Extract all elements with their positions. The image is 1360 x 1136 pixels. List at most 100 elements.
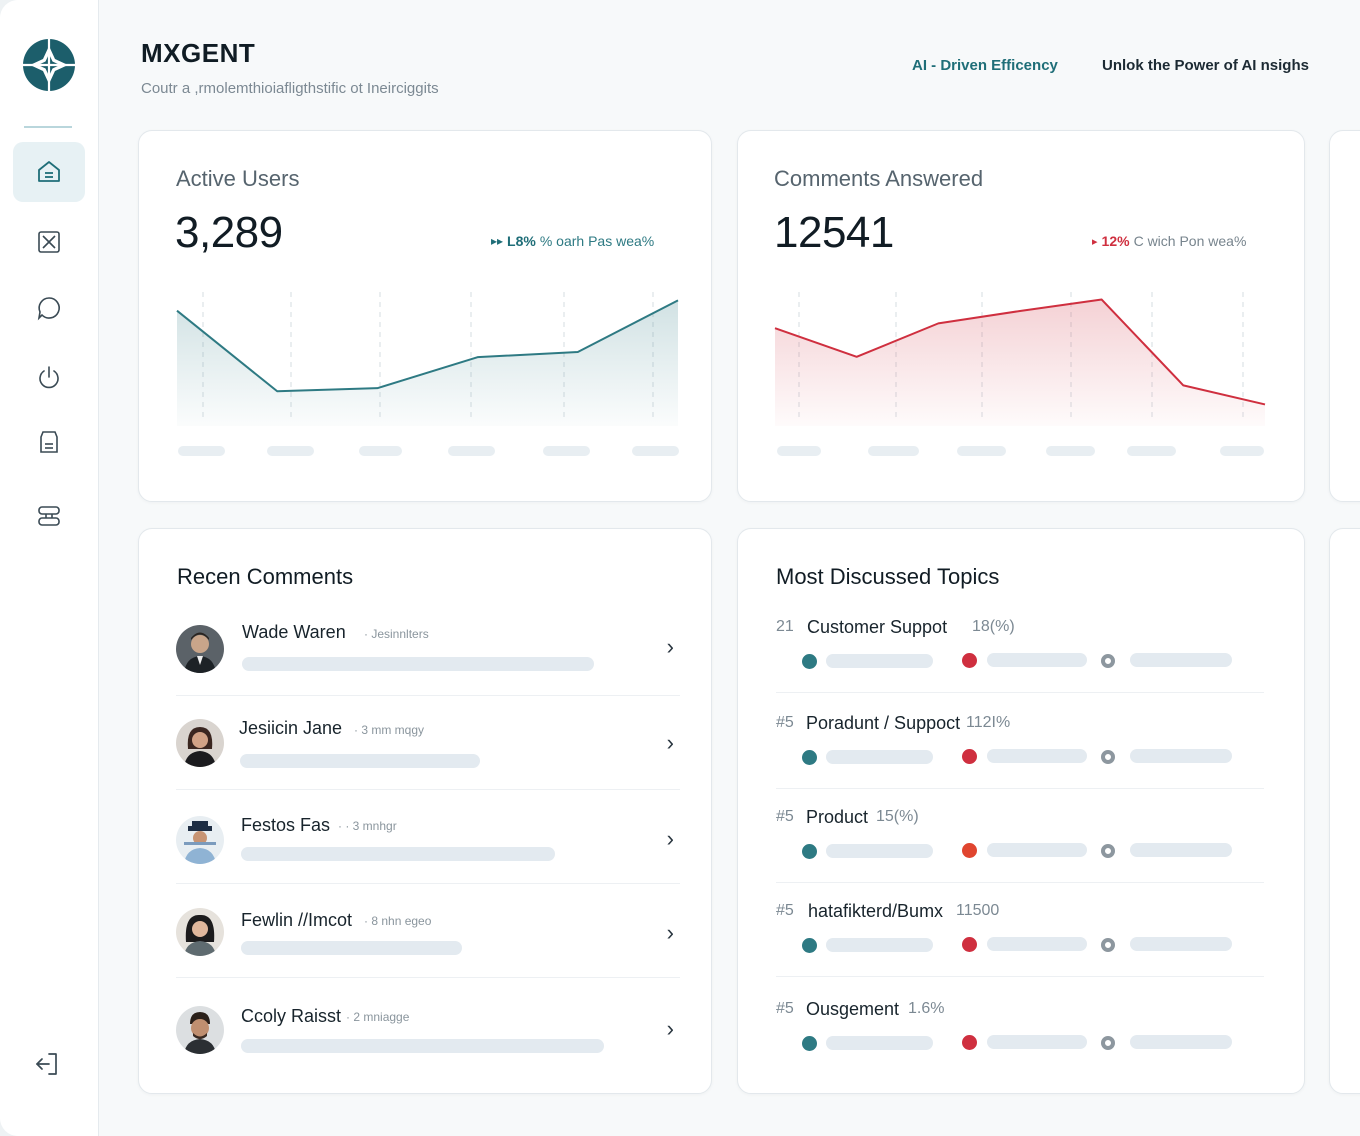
comment-meta: · 2 mniagge — [346, 1010, 410, 1024]
series-area — [177, 300, 678, 426]
comment-meta: · 3 mm mqgy — [354, 723, 425, 737]
comment-preview-placeholder — [242, 657, 594, 671]
topic-legend-dot — [1101, 654, 1115, 668]
chevron-right-icon[interactable]: › — [666, 920, 674, 945]
avatar — [176, 1006, 224, 1054]
topic-rank: #5 — [776, 1000, 794, 1017]
topic-row[interactable]: 21 Customer Suppot 18(%) — [776, 598, 1264, 693]
x-tick-label-placeholder — [267, 446, 314, 456]
logout-icon[interactable] — [33, 1050, 61, 1078]
comments-answered-delta-text: C wich Pon wea% — [1133, 233, 1247, 249]
topics-title: Most Discussed Topics — [776, 564, 1000, 589]
comment-row[interactable]: Festos Fas · · 3 mnhgr › — [176, 790, 680, 884]
comment-row[interactable]: Ccoly Raisst · 2 mniagge › — [176, 978, 680, 1072]
topic-share: 18(%) — [972, 618, 1015, 635]
comment-author: Ccoly Raisst — [241, 1006, 342, 1026]
sidebar-divider — [24, 126, 72, 128]
topic-row[interactable]: #5 Product 15(%) — [776, 788, 1264, 883]
topic-legend-dot — [962, 937, 977, 952]
comment-row[interactable]: Fewlin //Imcot · 8 nhn egeo › — [176, 884, 680, 978]
topic-bar-placeholder — [1130, 937, 1232, 951]
x-tick-label-placeholder — [1220, 446, 1264, 456]
brand-logo-icon[interactable] — [22, 38, 76, 92]
topic-bar-placeholder — [826, 844, 933, 858]
x-tick-label-placeholder — [957, 446, 1006, 456]
trend-down-icon: ▸ — [1092, 235, 1098, 248]
sidebar-item-chat[interactable] — [13, 278, 85, 338]
x-tick-label-placeholder — [448, 446, 495, 456]
series-area — [775, 299, 1265, 426]
home-icon — [38, 161, 60, 182]
topic-bar-placeholder — [826, 654, 933, 668]
topic-legend-dot — [962, 1035, 977, 1050]
topic-legend-dot — [1101, 1036, 1115, 1050]
chevron-right-icon[interactable]: › — [666, 1016, 674, 1041]
topic-legend-dot — [802, 1036, 817, 1051]
avatar — [176, 908, 224, 956]
topic-rank: #5 — [776, 808, 794, 825]
comments-answered-value: 12541 — [774, 208, 894, 257]
comment-author: Fewlin //Imcot — [241, 910, 353, 930]
topic-legend-dot — [1101, 844, 1115, 858]
topic-legend-dot — [1101, 938, 1115, 952]
topic-legend-dot — [1101, 750, 1115, 764]
topic-row[interactable]: #5 Ousgement 1.6% — [776, 980, 1264, 1075]
topic-name: Customer Suppot — [807, 617, 948, 637]
header-link-efficiency[interactable]: AI - Driven Efficency — [912, 57, 1058, 74]
sidebar-item-power[interactable] — [13, 348, 85, 408]
topic-row[interactable]: #5 Poradunt / Suppoct 112I% — [776, 694, 1264, 789]
x-tick-label-placeholder — [1127, 446, 1176, 456]
x-tick-label-placeholder — [178, 446, 225, 456]
topic-share: 11500 — [956, 902, 1000, 919]
comment-row[interactable]: Wade Waren · Jesinnlters › — [176, 602, 680, 696]
topic-legend-dot — [802, 750, 817, 765]
sidebar-item-server[interactable] — [13, 486, 85, 546]
server-icon — [38, 506, 60, 526]
comment-meta: · 8 nhn egeo — [364, 914, 432, 928]
recent-comments-title: Recen Comments — [177, 564, 354, 589]
topic-legend-dot — [962, 843, 977, 858]
brand-tagline: Coutr a ,rmolemthioiafligthstific ot Ine… — [141, 80, 439, 97]
comment-preview-placeholder — [240, 754, 480, 768]
image-icon — [38, 231, 60, 253]
sidebar-item-clipboard[interactable] — [13, 412, 85, 472]
topics-card — [737, 528, 1305, 1094]
topic-bar-placeholder — [987, 843, 1087, 857]
brand-title: MXGENT — [141, 38, 256, 68]
chevron-right-icon[interactable]: › — [666, 634, 674, 659]
x-tick-label-placeholder — [543, 446, 590, 456]
sidebar-item-image[interactable] — [13, 212, 85, 272]
topic-bar-placeholder — [1130, 749, 1232, 763]
comments-answered-chart — [774, 292, 1266, 426]
topic-bar-placeholder — [826, 750, 933, 764]
topic-bar-placeholder — [1130, 653, 1232, 667]
clipboard-icon — [40, 431, 58, 453]
comment-preview-placeholder — [241, 941, 462, 955]
active-users-delta-value: L8% — [507, 233, 536, 249]
comment-author: Festos Fas — [241, 815, 331, 835]
active-users-chart — [176, 292, 679, 426]
topic-bar-placeholder — [987, 653, 1087, 667]
sidebar-item-home[interactable] — [13, 142, 85, 202]
comment-author: Jesiicin Jane — [239, 718, 343, 738]
chevron-right-icon[interactable]: › — [666, 826, 674, 851]
comment-row[interactable]: Jesiicin Jane · 3 mm mqgy › — [176, 696, 680, 790]
header-link-insights[interactable]: Unlok the Power of AI nsighs — [1102, 57, 1309, 74]
power-icon — [39, 366, 59, 389]
topic-row[interactable]: #5 hatafikterd/Bumx 11500 — [776, 882, 1264, 977]
comment-author: Wade Waren — [242, 622, 346, 642]
topic-name: Ousgement — [806, 999, 900, 1019]
comments-answered-title: Comments Answered — [774, 166, 984, 191]
chevron-right-icon[interactable]: › — [666, 730, 674, 755]
active-users-value: 3,289 — [175, 208, 283, 257]
x-tick-label-placeholder — [632, 446, 679, 456]
comment-meta: · · 3 mnhgr — [338, 819, 397, 833]
comment-meta: · Jesinnlters — [364, 627, 429, 641]
topic-bar-placeholder — [1130, 1035, 1232, 1049]
trend-up-icon: ▸▸ — [491, 234, 504, 248]
active-users-card — [138, 130, 712, 502]
topic-legend-dot — [802, 844, 817, 859]
topic-legend-dot — [802, 654, 817, 669]
topic-bar-placeholder — [987, 749, 1087, 763]
